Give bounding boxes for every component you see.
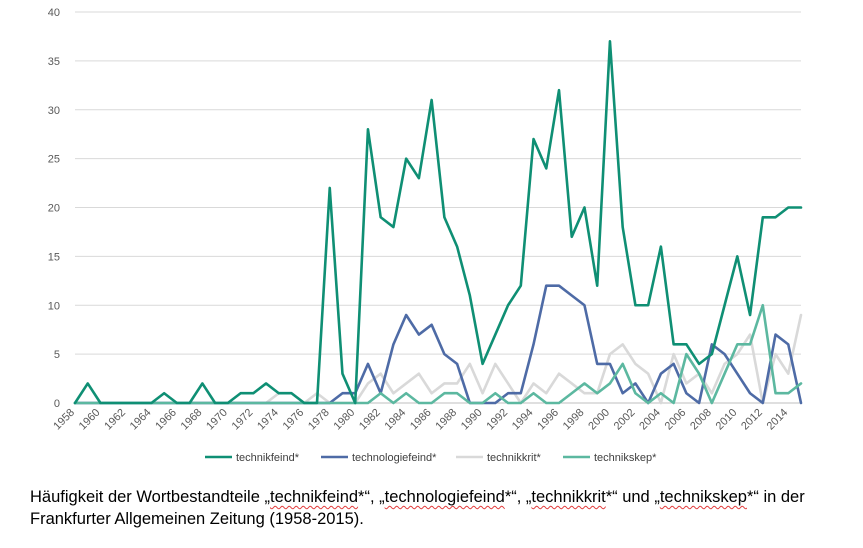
x-tick-label: 1992	[484, 407, 510, 433]
y-axis-ticks: 0 5 10 15 20 25 30 35 40	[48, 7, 60, 410]
figure-caption: Häufigkeit der Wortbestandteile „technik…	[30, 488, 805, 528]
x-tick-label: 1962	[102, 407, 128, 433]
x-tick-label: 1974	[255, 407, 281, 433]
y-tick-label: 40	[48, 7, 60, 19]
x-tick-label: 2014	[765, 407, 791, 433]
legend-label: technikfeind*	[236, 452, 300, 464]
x-tick-label: 2002	[612, 407, 638, 433]
caption-term-technikskep: technikskep	[659, 488, 747, 506]
y-tick-label: 15	[48, 251, 60, 263]
x-tick-label: 2006	[663, 407, 689, 433]
x-tick-label: 1970	[204, 407, 230, 433]
x-axis-ticks: 1958 1960 1962 1964 1966 1968 1970 1972 1974 1976…	[51, 407, 790, 433]
caption-term-technikfeind: technikfeind	[269, 488, 359, 506]
y-tick-label: 30	[48, 105, 60, 117]
y-tick-label: 10	[48, 300, 60, 312]
x-tick-label: 1960	[77, 407, 103, 433]
x-tick-label: 2004	[637, 407, 663, 433]
x-tick-label: 1994	[510, 407, 536, 433]
x-tick-label: 1998	[561, 407, 587, 433]
x-tick-label: 2000	[586, 407, 612, 433]
x-tick-label: 1964	[128, 407, 154, 433]
x-tick-label: 1980	[332, 407, 358, 433]
x-tick-label: 1982	[357, 407, 383, 433]
gridlines	[75, 11, 801, 404]
y-tick-label: 35	[48, 56, 60, 68]
caption-term-technologiefeind: technologiefeind	[384, 488, 505, 506]
series-line-technologiefeind	[73, 284, 803, 405]
series-line-technikfeind	[73, 40, 803, 405]
x-tick-label: 2012	[739, 407, 765, 433]
x-tick-label: 1966	[153, 407, 179, 433]
x-tick-label: 1972	[230, 407, 256, 433]
y-tick-label: 25	[48, 154, 60, 166]
x-tick-label: 1988	[433, 407, 459, 433]
line-chart: 0 5 10 15 20 25 30 35 40 1958 1960 1962 1964 1966 196…	[48, 7, 803, 464]
x-tick-label: 1976	[281, 407, 307, 433]
x-tick-label: 1990	[459, 407, 485, 433]
series-line-technikskep	[73, 303, 803, 405]
y-tick-label: 5	[54, 349, 60, 361]
x-tick-label: 1984	[382, 407, 408, 433]
caption-term-technikkrit: technikkrit	[531, 488, 606, 506]
x-tick-label: 1958	[51, 407, 77, 433]
legend-label: technologiefeind*	[352, 452, 437, 464]
x-tick-label: 1978	[306, 407, 332, 433]
x-tick-label: 2008	[688, 407, 714, 433]
x-tick-label: 1996	[535, 407, 561, 433]
x-tick-label: 1968	[179, 407, 205, 433]
series-lines	[73, 40, 803, 405]
y-tick-label: 0	[54, 398, 60, 410]
legend-label: technikskep*	[594, 452, 657, 464]
x-tick-label: 1986	[408, 407, 434, 433]
x-tick-label: 2010	[714, 407, 740, 433]
legend: technikfeind* technologiefeind* technikkri…	[205, 452, 657, 464]
legend-label: technikkrit*	[487, 452, 542, 464]
series-line-technikkrit	[73, 313, 803, 405]
y-tick-label: 20	[48, 203, 60, 215]
